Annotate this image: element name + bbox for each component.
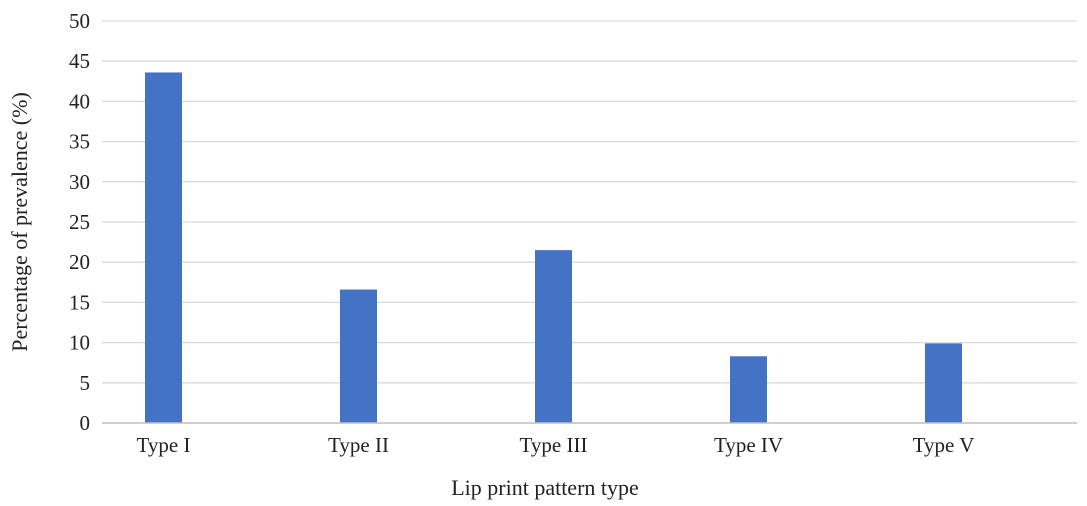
y-tick-label: 30: [69, 170, 90, 194]
bars: [145, 72, 962, 424]
y-tick-label: 40: [69, 89, 90, 113]
y-tick-label: 0: [80, 411, 91, 435]
bar: [535, 250, 572, 423]
gridlines: [102, 20, 1077, 384]
y-tick-label: 50: [69, 9, 90, 33]
bar: [730, 356, 767, 423]
x-axis-ticks: Type I Type II Type III Type IV Type V: [137, 433, 975, 457]
x-tick-label: Type V: [913, 433, 975, 457]
y-tick-label: 5: [80, 371, 91, 395]
y-axis-ticks: 0 5 10 15 20 25 30 35 40 45 50: [69, 9, 90, 435]
x-tick-label: Type III: [520, 433, 588, 457]
y-axis-label: Percentage of prevalence (%): [7, 92, 32, 352]
x-tick-label: Type II: [328, 433, 389, 457]
x-tick-label: Type IV: [714, 433, 783, 457]
x-tick-label: Type I: [137, 433, 191, 457]
bar: [340, 289, 377, 423]
bar: [145, 72, 182, 424]
y-tick-label: 25: [69, 210, 90, 234]
y-tick-label: 10: [69, 331, 90, 355]
y-tick-label: 45: [69, 49, 90, 73]
y-tick-label: 15: [69, 290, 90, 314]
y-tick-label: 20: [69, 250, 90, 274]
y-tick-label: 35: [69, 130, 90, 154]
bar: [925, 343, 962, 423]
x-axis-label: Lip print pattern type: [451, 475, 639, 500]
